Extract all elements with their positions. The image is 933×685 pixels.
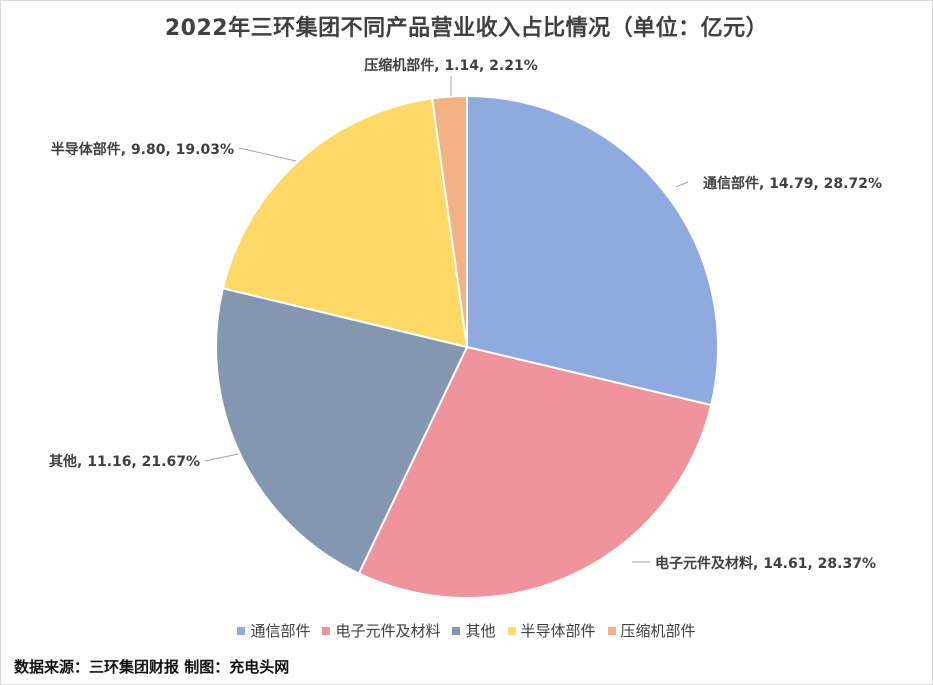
legend-item-5: 压缩机部件 bbox=[607, 620, 696, 641]
legend-label: 压缩机部件 bbox=[620, 622, 696, 640]
data-label-4: 半导体部件, 9.80, 19.03% bbox=[51, 141, 234, 158]
chart-title: 2022年三环集团不同产品营业收入占比情况（单位：亿元） bbox=[164, 16, 769, 41]
chart-legend: 通信部件 电子元件及材料 其他 半导体部件 压缩机部件 bbox=[0, 620, 933, 641]
leader-line-4 bbox=[238, 147, 297, 162]
legend-swatch bbox=[237, 626, 246, 635]
data-label-3: 其他, 11.16, 21.67% bbox=[49, 453, 200, 470]
legend-swatch bbox=[607, 626, 616, 635]
pie-slice-2 bbox=[357, 345, 713, 599]
data-label-5: 压缩机部件, 1.14, 2.21% bbox=[364, 57, 538, 74]
legend-label: 半导体部件 bbox=[520, 622, 596, 640]
legend-item-1: 通信部件 bbox=[237, 620, 310, 641]
pie-slice-3 bbox=[215, 287, 469, 575]
legend-swatch bbox=[452, 626, 461, 635]
legend-item-4: 半导体部件 bbox=[507, 620, 596, 641]
legend-label: 电子元件及材料 bbox=[335, 622, 441, 640]
pie-slice-1 bbox=[466, 94, 719, 407]
pie-slice-5 bbox=[431, 94, 468, 348]
legend-label: 通信部件 bbox=[250, 622, 311, 640]
data-label-2: 电子元件及材料, 14.61, 28.37% bbox=[655, 555, 876, 572]
data-label-1: 通信部件, 14.79, 28.72% bbox=[703, 175, 882, 192]
source-note: 数据来源：三环集团财报 制图：充电头网 bbox=[14, 658, 290, 676]
legend-item-3: 其他 bbox=[452, 620, 496, 641]
legend-swatch bbox=[322, 626, 331, 635]
legend-label: 其他 bbox=[465, 622, 496, 640]
leader-line-1 bbox=[675, 181, 689, 188]
leader-line-3 bbox=[204, 453, 239, 462]
legend-swatch bbox=[507, 626, 516, 635]
legend-item-2: 电子元件及材料 bbox=[322, 620, 440, 641]
pie-slice-4 bbox=[221, 97, 469, 349]
